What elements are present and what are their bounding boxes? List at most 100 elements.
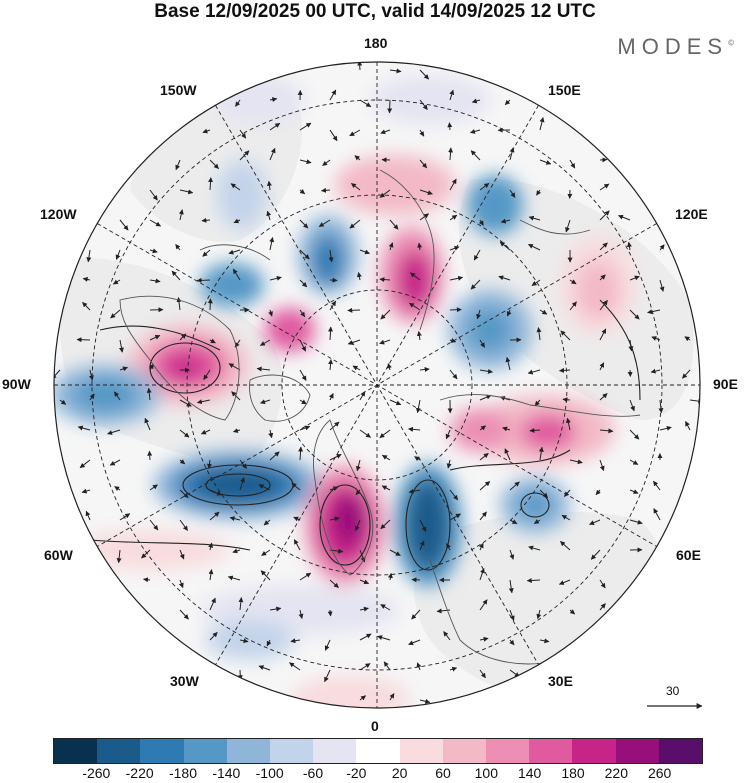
wind-arrow [328,326,334,341]
wind-arrow [289,662,301,671]
wind-arrow [229,516,241,522]
wind-arrow [498,275,511,281]
wind-arrow [509,639,515,646]
wind-arrow [419,367,430,372]
wind-arrow [290,638,301,644]
wind-arrow [347,307,361,313]
wind-arrow [449,666,458,672]
wind-arrow [329,89,337,101]
wind-arrow [208,177,214,191]
wind-arrow [538,446,544,461]
wind-arrow [478,219,484,226]
wind-arrow [149,278,161,284]
wind-arrow [146,387,152,401]
wind-arrow [534,399,541,407]
wind-arrow [569,459,583,465]
wind-arrow [269,97,278,103]
wind-arrow [261,549,271,556]
wind-arrow [561,514,571,521]
wind-arrow [599,579,606,589]
wind-arrow [239,638,249,644]
wind-arrow [202,128,211,134]
wind-arrow [259,339,271,346]
wind-arrow [559,367,571,373]
wind-arrow [447,122,453,131]
wind-arrow [539,309,548,315]
wind-arrow [381,454,391,461]
wind-arrow [232,268,241,281]
wind-arrow [659,425,672,431]
wind-arrow [299,572,312,581]
wind-arrow [685,421,691,431]
wind-arrow [509,609,515,621]
wind-arrow [179,429,190,438]
wind-arrow [479,339,486,348]
wind-arrow [359,695,366,701]
wind-arrow [110,309,121,319]
wind-arrow [479,452,489,461]
wind-arrow [59,399,67,405]
wind-arrow [414,456,421,462]
wind-arrow [599,603,606,611]
wind-arrow [448,147,454,161]
wind-arrow [599,183,610,191]
wind-arrow [565,219,571,233]
colorbar-swatch [53,738,98,764]
wind-arrow [411,577,421,583]
wind-arrow [479,425,487,431]
wind-arrow [359,606,369,612]
wind-arrow [77,425,91,431]
wind-arrow [115,249,121,260]
wind-arrow [359,579,370,585]
wind-arrow [599,393,608,401]
wind-arrow [144,417,151,431]
wind-arrow [527,243,541,251]
wind-arrow [149,219,162,227]
colorbar-swatch [270,738,314,764]
wind-arrow [149,519,159,531]
wind-arrow [506,309,512,317]
wind-arrow [473,249,481,261]
graticule [54,62,700,708]
colorbar-tick-label: 60 [435,765,451,781]
colorbar-swatch [399,738,443,764]
wind-arrow [476,309,482,320]
wind-arrow [650,368,661,374]
wind-arrow [299,425,311,431]
lon-label-60e: 60E [676,547,701,563]
chart-title: Base 12/09/2025 00 UTC, valid 14/09/2025… [154,1,596,22]
wind-arrow [479,669,486,679]
wind-arrow [324,669,331,683]
colorbar-tick-label: -100 [255,765,284,781]
wind-arrow [179,189,194,195]
wind-arrow [354,519,361,532]
wind-arrow [119,339,124,353]
wind-arrow [684,336,691,342]
wind-arrow [539,159,552,165]
wind-arrow [504,448,511,461]
colorbar-swatch [313,738,357,764]
wind-arrow [293,539,301,551]
wind-arrow [143,577,151,583]
wind-arrow [299,159,312,165]
wind-arrow [419,159,428,169]
colorbar-tick-label: -260 [82,765,111,781]
brand-mark: © [728,38,734,48]
wind-arrow [389,399,402,406]
wind-arrow [299,279,308,288]
wind-arrow [449,369,458,380]
wind-arrow [260,399,271,405]
wind-arrow [539,117,545,131]
wind-arrow [471,98,481,104]
wind-arrow [419,99,428,110]
wind-arrow [298,446,304,461]
coastlines [119,169,641,665]
wind-arrow [533,519,541,525]
lon-label-180: 180 [364,35,388,51]
wind-arrow [116,549,122,564]
wind-arrow [227,575,241,581]
lon-label-120e: 120E [675,206,708,222]
wind-arrow [387,363,392,371]
wind-arrow [141,549,151,559]
wind-arrow [171,270,181,281]
